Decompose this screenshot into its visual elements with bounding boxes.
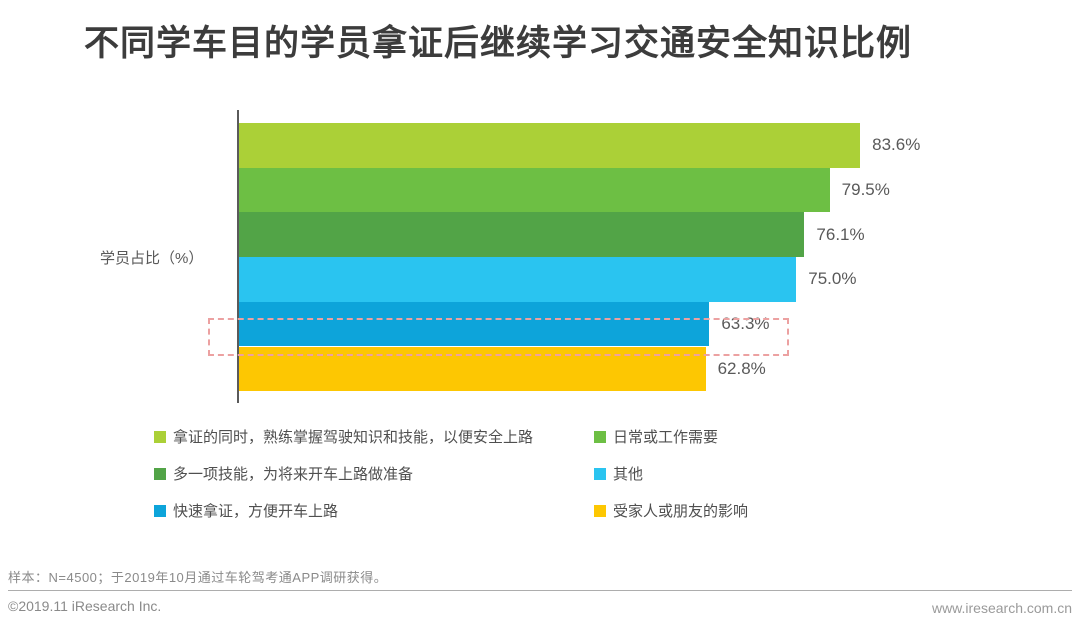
- legend-label: 受家人或朋友的影响: [613, 503, 749, 520]
- legend-label: 其他: [613, 466, 644, 483]
- bar: [239, 346, 706, 392]
- bar-value-label: 75.0%: [808, 269, 857, 289]
- legend-column: 拿证的同时，熟练掌握驾驶知识和技能，以便安全上路 多一项技能，为将来开车上路做准备…: [154, 428, 594, 539]
- highlight-dashed-box: [208, 318, 789, 356]
- website: www.iresearch.com.cn: [931, 600, 1072, 616]
- legend-swatch: [594, 504, 606, 517]
- bar-value-label: 83.6%: [872, 135, 921, 155]
- bar: [239, 167, 830, 213]
- bar: [239, 212, 805, 258]
- copyright: ©2019.11 iResearch Inc.: [8, 598, 162, 614]
- bar: [239, 123, 861, 168]
- bar-value-label: 62.8%: [717, 358, 766, 378]
- legend-swatch: [594, 467, 606, 480]
- legend-item: 受家人或朋友的影响: [594, 502, 1034, 520]
- legend-swatch: [154, 467, 166, 480]
- y-axis-label: 学员占比（%）: [100, 250, 204, 267]
- y-axis-line: [237, 110, 239, 403]
- bar-value-label: 79.5%: [841, 180, 890, 200]
- sample-note: 样本：N=4500；于2019年10月通过车轮驾考通APP调研获得。: [8, 570, 388, 585]
- legend-label: 快速拿证，方便开车上路: [173, 503, 339, 520]
- legend-item: 其他: [594, 465, 1034, 483]
- legend-swatch: [154, 430, 166, 443]
- legend: 拿证的同时，熟练掌握驾驶知识和技能，以便安全上路 多一项技能，为将来开车上路做准备…: [154, 428, 1034, 539]
- bar: [239, 301, 710, 347]
- footer-divider: [8, 590, 1072, 591]
- legend-label: 日常或工作需要: [613, 429, 719, 446]
- legend-item: 快速拿证，方便开车上路: [154, 502, 594, 520]
- bar-value-label: 76.1%: [816, 224, 865, 244]
- chart-title: 不同学车目的学员拿证后继续学习交通安全知识比例: [84, 24, 913, 63]
- legend-item: 日常或工作需要: [594, 428, 1034, 446]
- legend-item: 拿证的同时，熟练掌握驾驶知识和技能，以便安全上路: [154, 428, 594, 446]
- legend-item: 多一项技能，为将来开车上路做准备: [154, 465, 594, 483]
- legend-swatch: [154, 504, 166, 517]
- legend-label: 拿证的同时，熟练掌握驾驶知识和技能，以便安全上路: [173, 429, 534, 446]
- legend-column: 日常或工作需要 其他受家人或朋友的影响: [594, 428, 1034, 539]
- legend-swatch: [594, 430, 606, 443]
- legend-label: 多一项技能，为将来开车上路做准备: [173, 466, 414, 483]
- bar: [239, 257, 797, 302]
